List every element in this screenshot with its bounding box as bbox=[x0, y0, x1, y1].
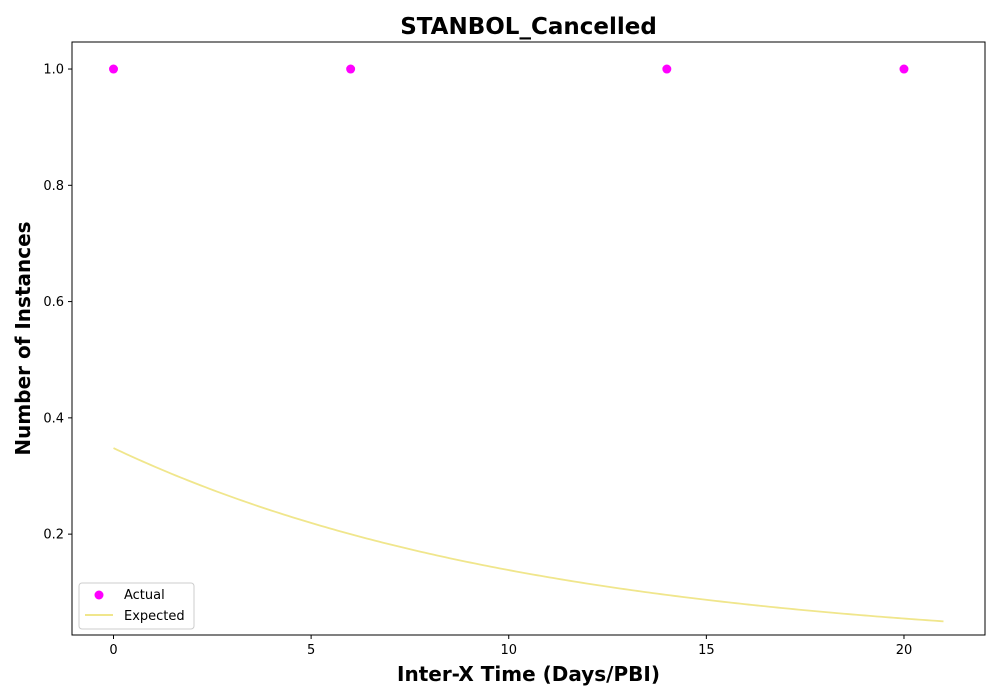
legend-box bbox=[78, 582, 195, 630]
actual-point bbox=[109, 64, 118, 74]
x-tick-label: 10 bbox=[500, 643, 517, 658]
y-tick-label: 0.8 bbox=[43, 179, 64, 194]
actual-point bbox=[346, 64, 356, 74]
y-axis-ticks: 0.2 0.4 0.6 0.8 1.0 bbox=[43, 63, 72, 543]
actual-point bbox=[662, 64, 672, 74]
legend-expected-label: Expected bbox=[124, 609, 185, 624]
plot-frame bbox=[71, 41, 986, 636]
expected-line bbox=[113, 447, 944, 623]
y-tick-label: 0.2 bbox=[43, 528, 64, 543]
y-axis-label: Number of Instances bbox=[11, 221, 35, 455]
expected-series bbox=[113, 447, 944, 623]
y-tick-label: 1.0 bbox=[43, 63, 64, 78]
y-tick-label: 0.4 bbox=[43, 411, 64, 426]
x-tick-label: 0 bbox=[109, 643, 117, 658]
actual-series bbox=[109, 64, 909, 74]
x-tick-label: 15 bbox=[698, 643, 715, 658]
legend: Actual Expected bbox=[78, 582, 195, 630]
y-tick-label: 0.6 bbox=[43, 295, 64, 310]
legend-actual-marker bbox=[94, 590, 104, 600]
x-axis-ticks: 0 5 10 15 20 bbox=[109, 635, 912, 658]
chart-title: STANBOL_Cancelled bbox=[400, 14, 657, 40]
x-tick-label: 20 bbox=[896, 643, 913, 658]
legend-actual-label: Actual bbox=[124, 588, 165, 603]
x-tick-label: 5 bbox=[307, 643, 315, 658]
x-axis-label: Inter-X Time (Days/PBI) bbox=[397, 662, 660, 686]
actual-point bbox=[899, 64, 909, 74]
plot-area bbox=[72, 42, 985, 635]
